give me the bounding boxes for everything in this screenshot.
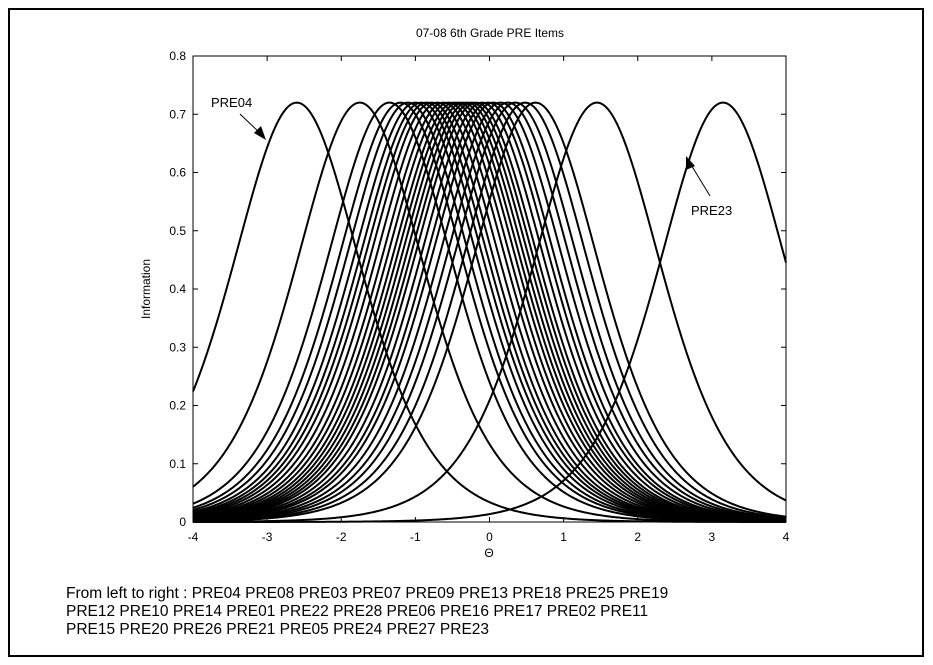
x-axis-label: Θ bbox=[484, 546, 493, 560]
y-tick-label: 0.8 bbox=[169, 49, 186, 63]
y-tick-label: 0.5 bbox=[169, 224, 186, 238]
x-tick-label: 1 bbox=[560, 530, 567, 544]
x-tick-label: -2 bbox=[336, 530, 347, 544]
y-tick-label: 0.4 bbox=[169, 282, 186, 296]
x-tick-label: 0 bbox=[486, 530, 493, 544]
y-axis-label: Information bbox=[139, 259, 153, 319]
curve-pre24 bbox=[192, 101, 787, 523]
x-tick-label: -4 bbox=[188, 530, 199, 544]
y-tick-label: 0.7 bbox=[169, 107, 186, 121]
annotation-label-pre04: PRE04 bbox=[211, 95, 252, 110]
y-tick-label: 0.3 bbox=[169, 340, 186, 354]
curve-pre05 bbox=[192, 101, 787, 523]
y-tick-label: 0.1 bbox=[169, 457, 186, 471]
x-tick-label: 4 bbox=[783, 530, 790, 544]
information-curves bbox=[192, 101, 787, 523]
caption-line: PRE15 PRE20 PRE26 PRE21 PRE05 PRE24 PRE2… bbox=[66, 621, 490, 638]
plot-area-border bbox=[192, 55, 787, 523]
y-axis-ticks: 0 0.1 0.2 0.3 0.4 0.5 0.6 0.7 0.8 bbox=[169, 49, 786, 529]
caption-line: PRE12 PRE10 PRE14 PRE01 PRE22 PRE28 PRE0… bbox=[66, 603, 649, 620]
annotation-arrowhead-pre23 bbox=[686, 156, 695, 170]
curve-pre21 bbox=[192, 101, 787, 522]
annotation-arrowhead-pre04 bbox=[254, 126, 266, 140]
curve-pre02 bbox=[192, 101, 787, 522]
annotation-label-pre23: PRE23 bbox=[691, 203, 732, 218]
figure-caption: From left to right : PRE04 PRE08 PRE03 P… bbox=[66, 585, 916, 639]
curve-pre20 bbox=[192, 101, 787, 522]
x-axis-ticks: -4 -3 -2 -1 0 1 2 3 4 bbox=[188, 56, 790, 544]
chart-title: 07-08 6th Grade PRE Items bbox=[416, 26, 564, 40]
y-tick-label: 0.2 bbox=[169, 399, 186, 413]
x-tick-label: 2 bbox=[634, 530, 641, 544]
caption-line: From left to right : PRE04 PRE08 PRE03 P… bbox=[66, 585, 669, 602]
curve-pre26 bbox=[192, 101, 787, 522]
y-tick-label: 0 bbox=[179, 515, 186, 529]
curve-pre27 bbox=[192, 101, 787, 523]
curve-pre06 bbox=[192, 101, 787, 522]
x-tick-label: -1 bbox=[410, 530, 421, 544]
annotation-arrow-pre23 bbox=[689, 162, 711, 197]
curve-pre17 bbox=[192, 101, 787, 522]
x-tick-label: 3 bbox=[709, 530, 716, 544]
y-tick-label: 0.6 bbox=[169, 166, 186, 180]
x-tick-label: -3 bbox=[262, 530, 273, 544]
curve-pre15 bbox=[192, 101, 787, 522]
